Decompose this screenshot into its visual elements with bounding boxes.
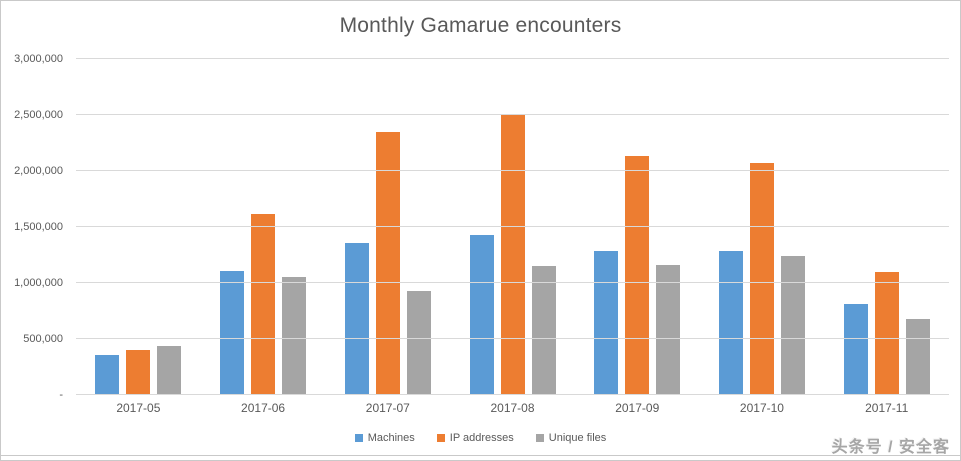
gridline-2500000 <box>76 114 949 115</box>
x-axis-label-2017-05: 2017-05 <box>116 401 161 415</box>
bar-ip-addresses-2017-06 <box>251 213 276 395</box>
x-axis-label-2017-06: 2017-06 <box>241 401 286 415</box>
bar-unique-files-2017-11 <box>905 318 930 395</box>
x-axis-label-2017-08: 2017-08 <box>490 401 535 415</box>
gridline-500000 <box>76 338 949 339</box>
y-tick-label-2000000: 2,000,000 <box>14 165 63 177</box>
bar-ip-addresses-2017-10 <box>749 163 774 395</box>
bar-ip-addresses-2017-05 <box>126 350 151 395</box>
bar-ip-addresses-2017-08 <box>500 115 525 395</box>
bar-group-2017-09 <box>575 59 700 395</box>
x-axis-label-2017-10: 2017-10 <box>739 401 784 415</box>
bar-ip-addresses-2017-11 <box>874 271 899 395</box>
bar-ip-addresses-2017-09 <box>625 156 650 395</box>
legend-swatch-icon <box>436 434 445 442</box>
legend-item-machines: Machines <box>354 432 415 444</box>
y-tick-label-1500000: 1,500,000 <box>14 221 63 233</box>
gridline-3000000 <box>76 58 949 59</box>
bar-machines-2017-11 <box>843 304 868 395</box>
bar-group-2017-05 <box>76 59 201 395</box>
bar-machines-2017-07 <box>344 242 369 395</box>
watermark-text: 头条号 / 安全客 <box>831 439 950 456</box>
bar-unique-files-2017-08 <box>531 266 556 395</box>
bar-unique-files-2017-10 <box>780 256 805 395</box>
bar-ip-addresses-2017-07 <box>375 131 400 395</box>
bar-machines-2017-09 <box>594 250 619 395</box>
x-axis-label-2017-09: 2017-09 <box>615 401 660 415</box>
legend-item-unique-files: Unique files <box>535 432 607 444</box>
legend-item-ip-addresses: IP addresses <box>436 432 514 444</box>
gridline-0 <box>76 394 949 395</box>
x-axis-labels: 2017-05 2017-06 2017-07 2017-08 2017-09 2017-… <box>76 401 949 415</box>
bar-group-2017-07 <box>325 59 450 395</box>
gridline-2000000 <box>76 170 949 171</box>
bar-groups <box>76 59 949 395</box>
legend-label: Unique files <box>548 432 607 444</box>
legend: Machines IP addresses Unique files <box>1 432 960 444</box>
bar-unique-files-2017-07 <box>406 290 431 395</box>
gridline-1500000 <box>76 226 949 227</box>
y-tick-label-0: - <box>59 389 63 401</box>
bar-unique-files-2017-05 <box>157 345 182 395</box>
y-tick-label-2500000: 2,500,000 <box>14 109 63 121</box>
bar-machines-2017-08 <box>469 234 494 395</box>
bar-machines-2017-06 <box>220 270 245 395</box>
bar-group-2017-06 <box>201 59 326 395</box>
plot-area <box>76 58 949 395</box>
bar-group-2017-08 <box>450 59 575 395</box>
bar-group-2017-11 <box>824 59 949 395</box>
chart-title: Monthly Gamarue encounters <box>339 14 622 37</box>
legend-label: IP addresses <box>449 432 514 444</box>
gridline-1000000 <box>76 282 949 283</box>
x-axis-label-2017-07: 2017-07 <box>365 401 410 415</box>
bar-machines-2017-05 <box>95 354 120 395</box>
bar-unique-files-2017-06 <box>282 277 307 395</box>
x-axis-label-2017-11: 2017-11 <box>865 401 909 415</box>
legend-swatch-icon <box>535 434 544 442</box>
bar-machines-2017-10 <box>718 250 743 395</box>
y-tick-label-3000000: 3,000,000 <box>14 53 63 65</box>
bar-unique-files-2017-09 <box>656 265 681 395</box>
bar-group-2017-10 <box>700 59 825 395</box>
y-tick-label-1000000: 1,000,000 <box>14 277 63 289</box>
legend-label: Machines <box>367 432 415 444</box>
legend-swatch-icon <box>354 434 363 442</box>
y-tick-label-500000: 500,000 <box>23 333 63 345</box>
